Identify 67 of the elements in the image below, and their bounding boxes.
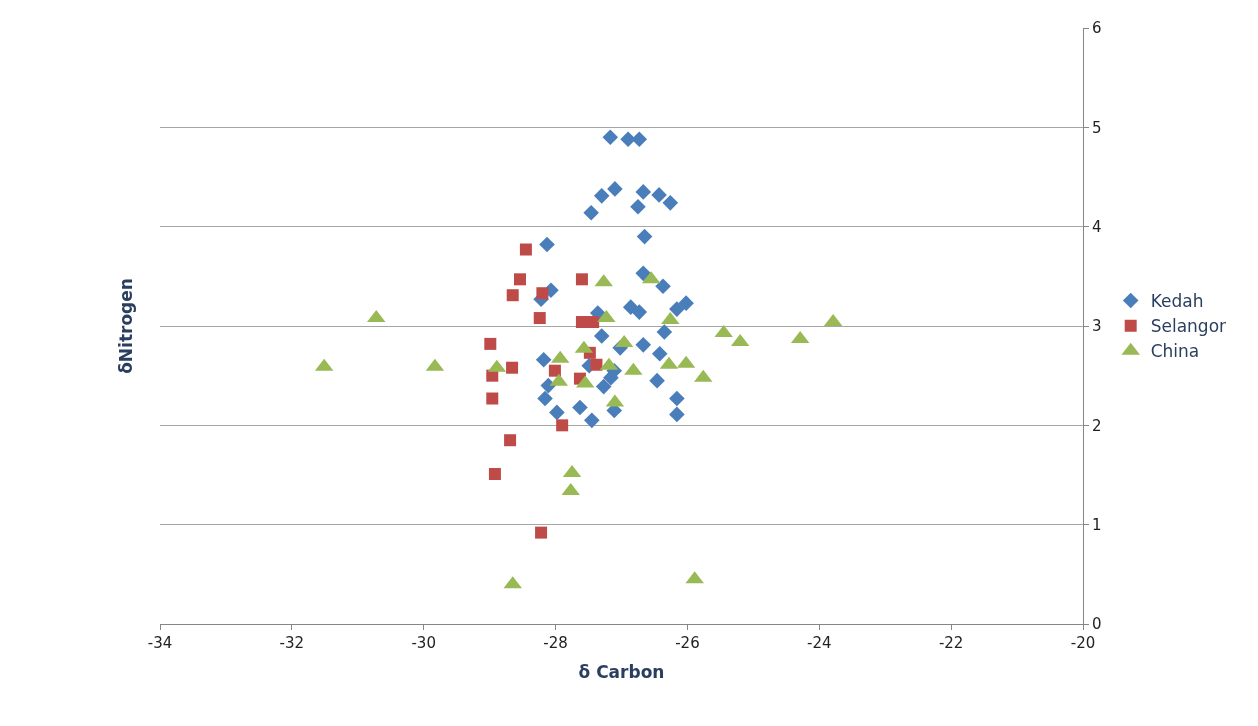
- x-tick-label: -22: [938, 634, 964, 652]
- x-tick-label: -30: [411, 634, 436, 652]
- point: [575, 316, 588, 329]
- y-tick-label: 2: [1092, 416, 1102, 435]
- point: [669, 406, 685, 423]
- point: [504, 434, 517, 447]
- point: [590, 358, 603, 371]
- point: [587, 316, 600, 329]
- x-axis-title: δ Carbon: [578, 662, 665, 683]
- point: [583, 204, 599, 221]
- y-axis-title: δNitrogen: [115, 278, 136, 374]
- y-tick-label: 3: [1092, 317, 1102, 336]
- point: [506, 361, 519, 374]
- point: [519, 243, 532, 256]
- x-tick-label: -34: [147, 634, 173, 652]
- point: [655, 278, 671, 295]
- x-tick-label: -28: [543, 634, 568, 652]
- point: [533, 312, 546, 325]
- point: [620, 131, 636, 148]
- point: [656, 324, 673, 340]
- point: [488, 468, 501, 481]
- point: [662, 195, 679, 211]
- point: [556, 419, 569, 432]
- y-tick-label: 0: [1092, 615, 1102, 634]
- point: [513, 273, 526, 286]
- legend-label: Selangor: [1150, 316, 1227, 337]
- legend-label: China: [1150, 341, 1200, 362]
- point: [649, 372, 665, 389]
- point: [669, 390, 685, 407]
- x-tick-label: -24: [807, 634, 832, 652]
- point: [549, 404, 565, 421]
- y-tick-label: 1: [1092, 515, 1102, 534]
- point: [506, 289, 519, 302]
- point: [635, 337, 652, 353]
- legend-label: Kedah: [1150, 291, 1204, 312]
- point: [593, 328, 610, 344]
- x-tick-label: -26: [675, 634, 700, 652]
- point: [602, 129, 619, 146]
- point: [486, 392, 499, 405]
- point: [651, 346, 668, 362]
- point: [593, 188, 610, 204]
- point: [678, 295, 694, 311]
- point: [535, 526, 548, 539]
- point: [536, 287, 549, 300]
- point: [535, 351, 552, 368]
- y-tick-label: 5: [1092, 118, 1102, 137]
- point: [630, 199, 646, 215]
- point: [548, 364, 561, 377]
- point: [484, 337, 497, 350]
- point: [584, 412, 600, 429]
- point: [607, 181, 623, 197]
- point: [631, 131, 648, 148]
- point: [539, 236, 555, 253]
- y-tick-label: 4: [1092, 217, 1102, 236]
- point: [635, 184, 652, 200]
- point: [651, 187, 667, 203]
- point: [631, 304, 648, 320]
- point: [669, 301, 685, 317]
- point: [537, 390, 553, 407]
- point: [635, 265, 652, 282]
- x-tick-label: -20: [1070, 634, 1096, 652]
- point: [572, 399, 588, 416]
- x-tick-label: -32: [279, 634, 305, 652]
- point: [636, 228, 653, 245]
- point: [595, 378, 612, 395]
- y-tick-label: 6: [1092, 19, 1102, 38]
- point: [575, 273, 588, 286]
